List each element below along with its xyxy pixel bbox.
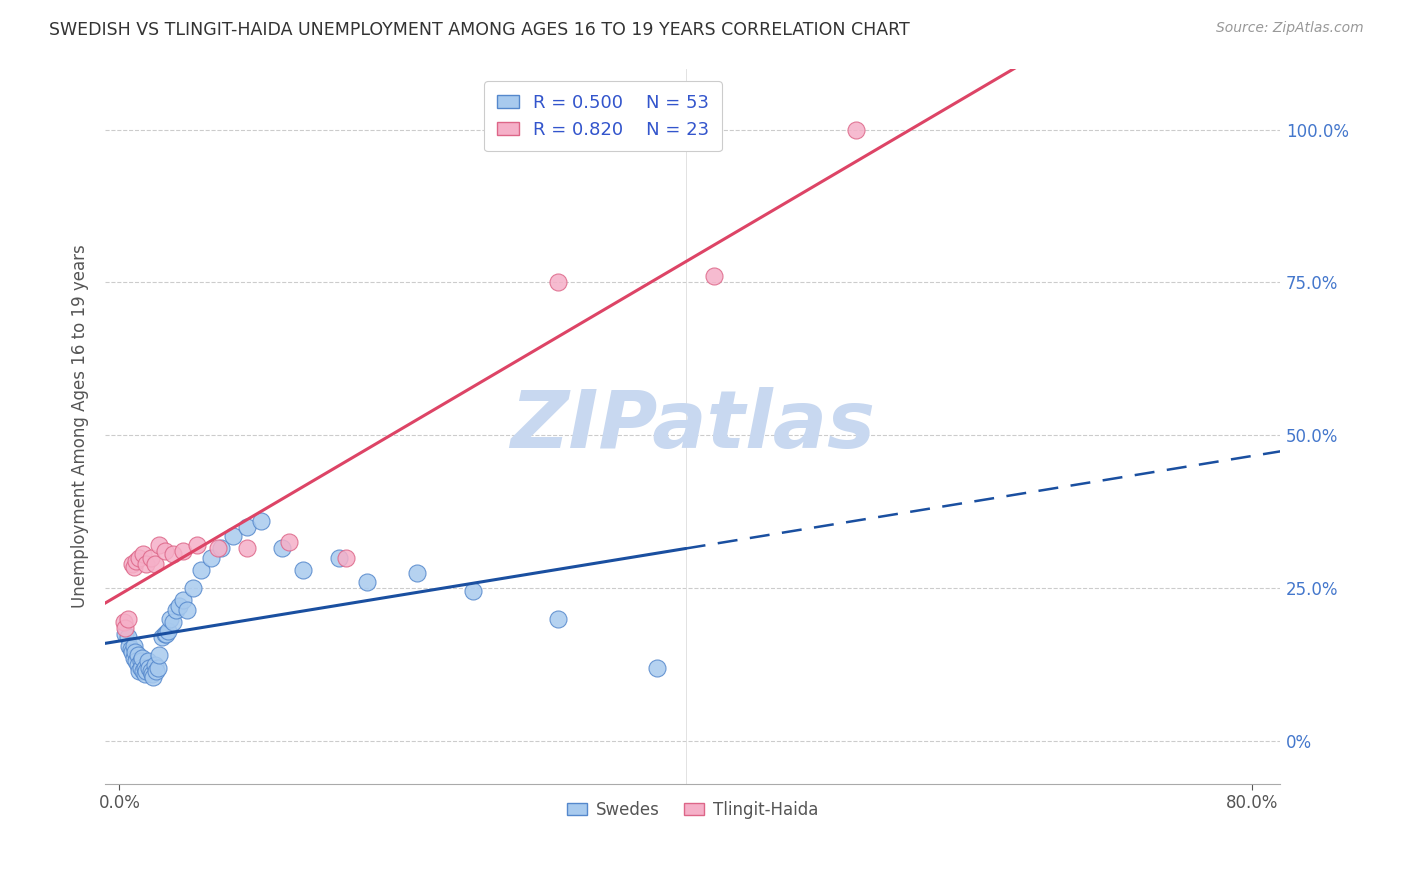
- Point: [207, 541, 229, 556]
- Point: [547, 612, 569, 626]
- Point: [114, 627, 136, 641]
- Point: [121, 557, 143, 571]
- Point: [172, 593, 194, 607]
- Point: [844, 122, 866, 136]
- Point: [136, 655, 159, 669]
- Point: [150, 630, 173, 644]
- Point: [118, 639, 141, 653]
- Point: [114, 621, 136, 635]
- Point: [176, 602, 198, 616]
- Point: [132, 548, 155, 562]
- Point: [139, 664, 162, 678]
- Point: [143, 657, 166, 672]
- Point: [209, 541, 232, 556]
- Point: [271, 541, 294, 556]
- Point: [190, 563, 212, 577]
- Point: [129, 660, 152, 674]
- Point: [167, 599, 190, 614]
- Point: [127, 648, 149, 663]
- Point: [236, 520, 259, 534]
- Point: [250, 514, 273, 528]
- Point: [134, 660, 156, 674]
- Point: [292, 563, 315, 577]
- Point: [156, 624, 179, 638]
- Point: [128, 664, 150, 678]
- Point: [703, 269, 725, 284]
- Point: [153, 544, 176, 558]
- Point: [134, 666, 156, 681]
- Point: [148, 648, 170, 663]
- Point: [335, 550, 357, 565]
- Point: [129, 655, 152, 669]
- Point: [139, 550, 162, 565]
- Point: [138, 660, 160, 674]
- Point: [153, 627, 176, 641]
- Point: [122, 639, 145, 653]
- Point: [135, 664, 157, 678]
- Point: [127, 657, 149, 672]
- Point: [112, 615, 135, 629]
- Point: [200, 550, 222, 565]
- Point: [159, 612, 181, 626]
- Point: [181, 581, 204, 595]
- Point: [124, 645, 146, 659]
- Point: [117, 612, 139, 626]
- Point: [120, 642, 142, 657]
- Point: [146, 660, 169, 674]
- Point: [122, 559, 145, 574]
- Point: [278, 535, 301, 549]
- Point: [155, 627, 177, 641]
- Point: [356, 574, 378, 589]
- Point: [547, 276, 569, 290]
- Point: [186, 538, 208, 552]
- Point: [463, 584, 485, 599]
- Point: [405, 566, 427, 580]
- Y-axis label: Unemployment Among Ages 16 to 19 years: Unemployment Among Ages 16 to 19 years: [72, 244, 89, 608]
- Point: [328, 550, 350, 565]
- Point: [143, 557, 166, 571]
- Point: [135, 557, 157, 571]
- Point: [141, 666, 163, 681]
- Legend: Swedes, Tlingit-Haida: Swedes, Tlingit-Haida: [561, 794, 825, 825]
- Point: [162, 548, 184, 562]
- Point: [125, 655, 148, 669]
- Point: [121, 645, 143, 659]
- Point: [172, 544, 194, 558]
- Point: [145, 664, 167, 678]
- Point: [162, 615, 184, 629]
- Point: [142, 670, 165, 684]
- Point: [647, 660, 669, 674]
- Point: [221, 529, 243, 543]
- Text: ZIPatlas: ZIPatlas: [510, 387, 876, 465]
- Point: [236, 541, 259, 556]
- Point: [128, 550, 150, 565]
- Point: [125, 553, 148, 567]
- Text: SWEDISH VS TLINGIT-HAIDA UNEMPLOYMENT AMONG AGES 16 TO 19 YEARS CORRELATION CHAR: SWEDISH VS TLINGIT-HAIDA UNEMPLOYMENT AM…: [49, 21, 910, 39]
- Point: [132, 664, 155, 678]
- Point: [122, 651, 145, 665]
- Point: [165, 602, 187, 616]
- Point: [131, 651, 153, 665]
- Point: [117, 630, 139, 644]
- Text: Source: ZipAtlas.com: Source: ZipAtlas.com: [1216, 21, 1364, 36]
- Point: [148, 538, 170, 552]
